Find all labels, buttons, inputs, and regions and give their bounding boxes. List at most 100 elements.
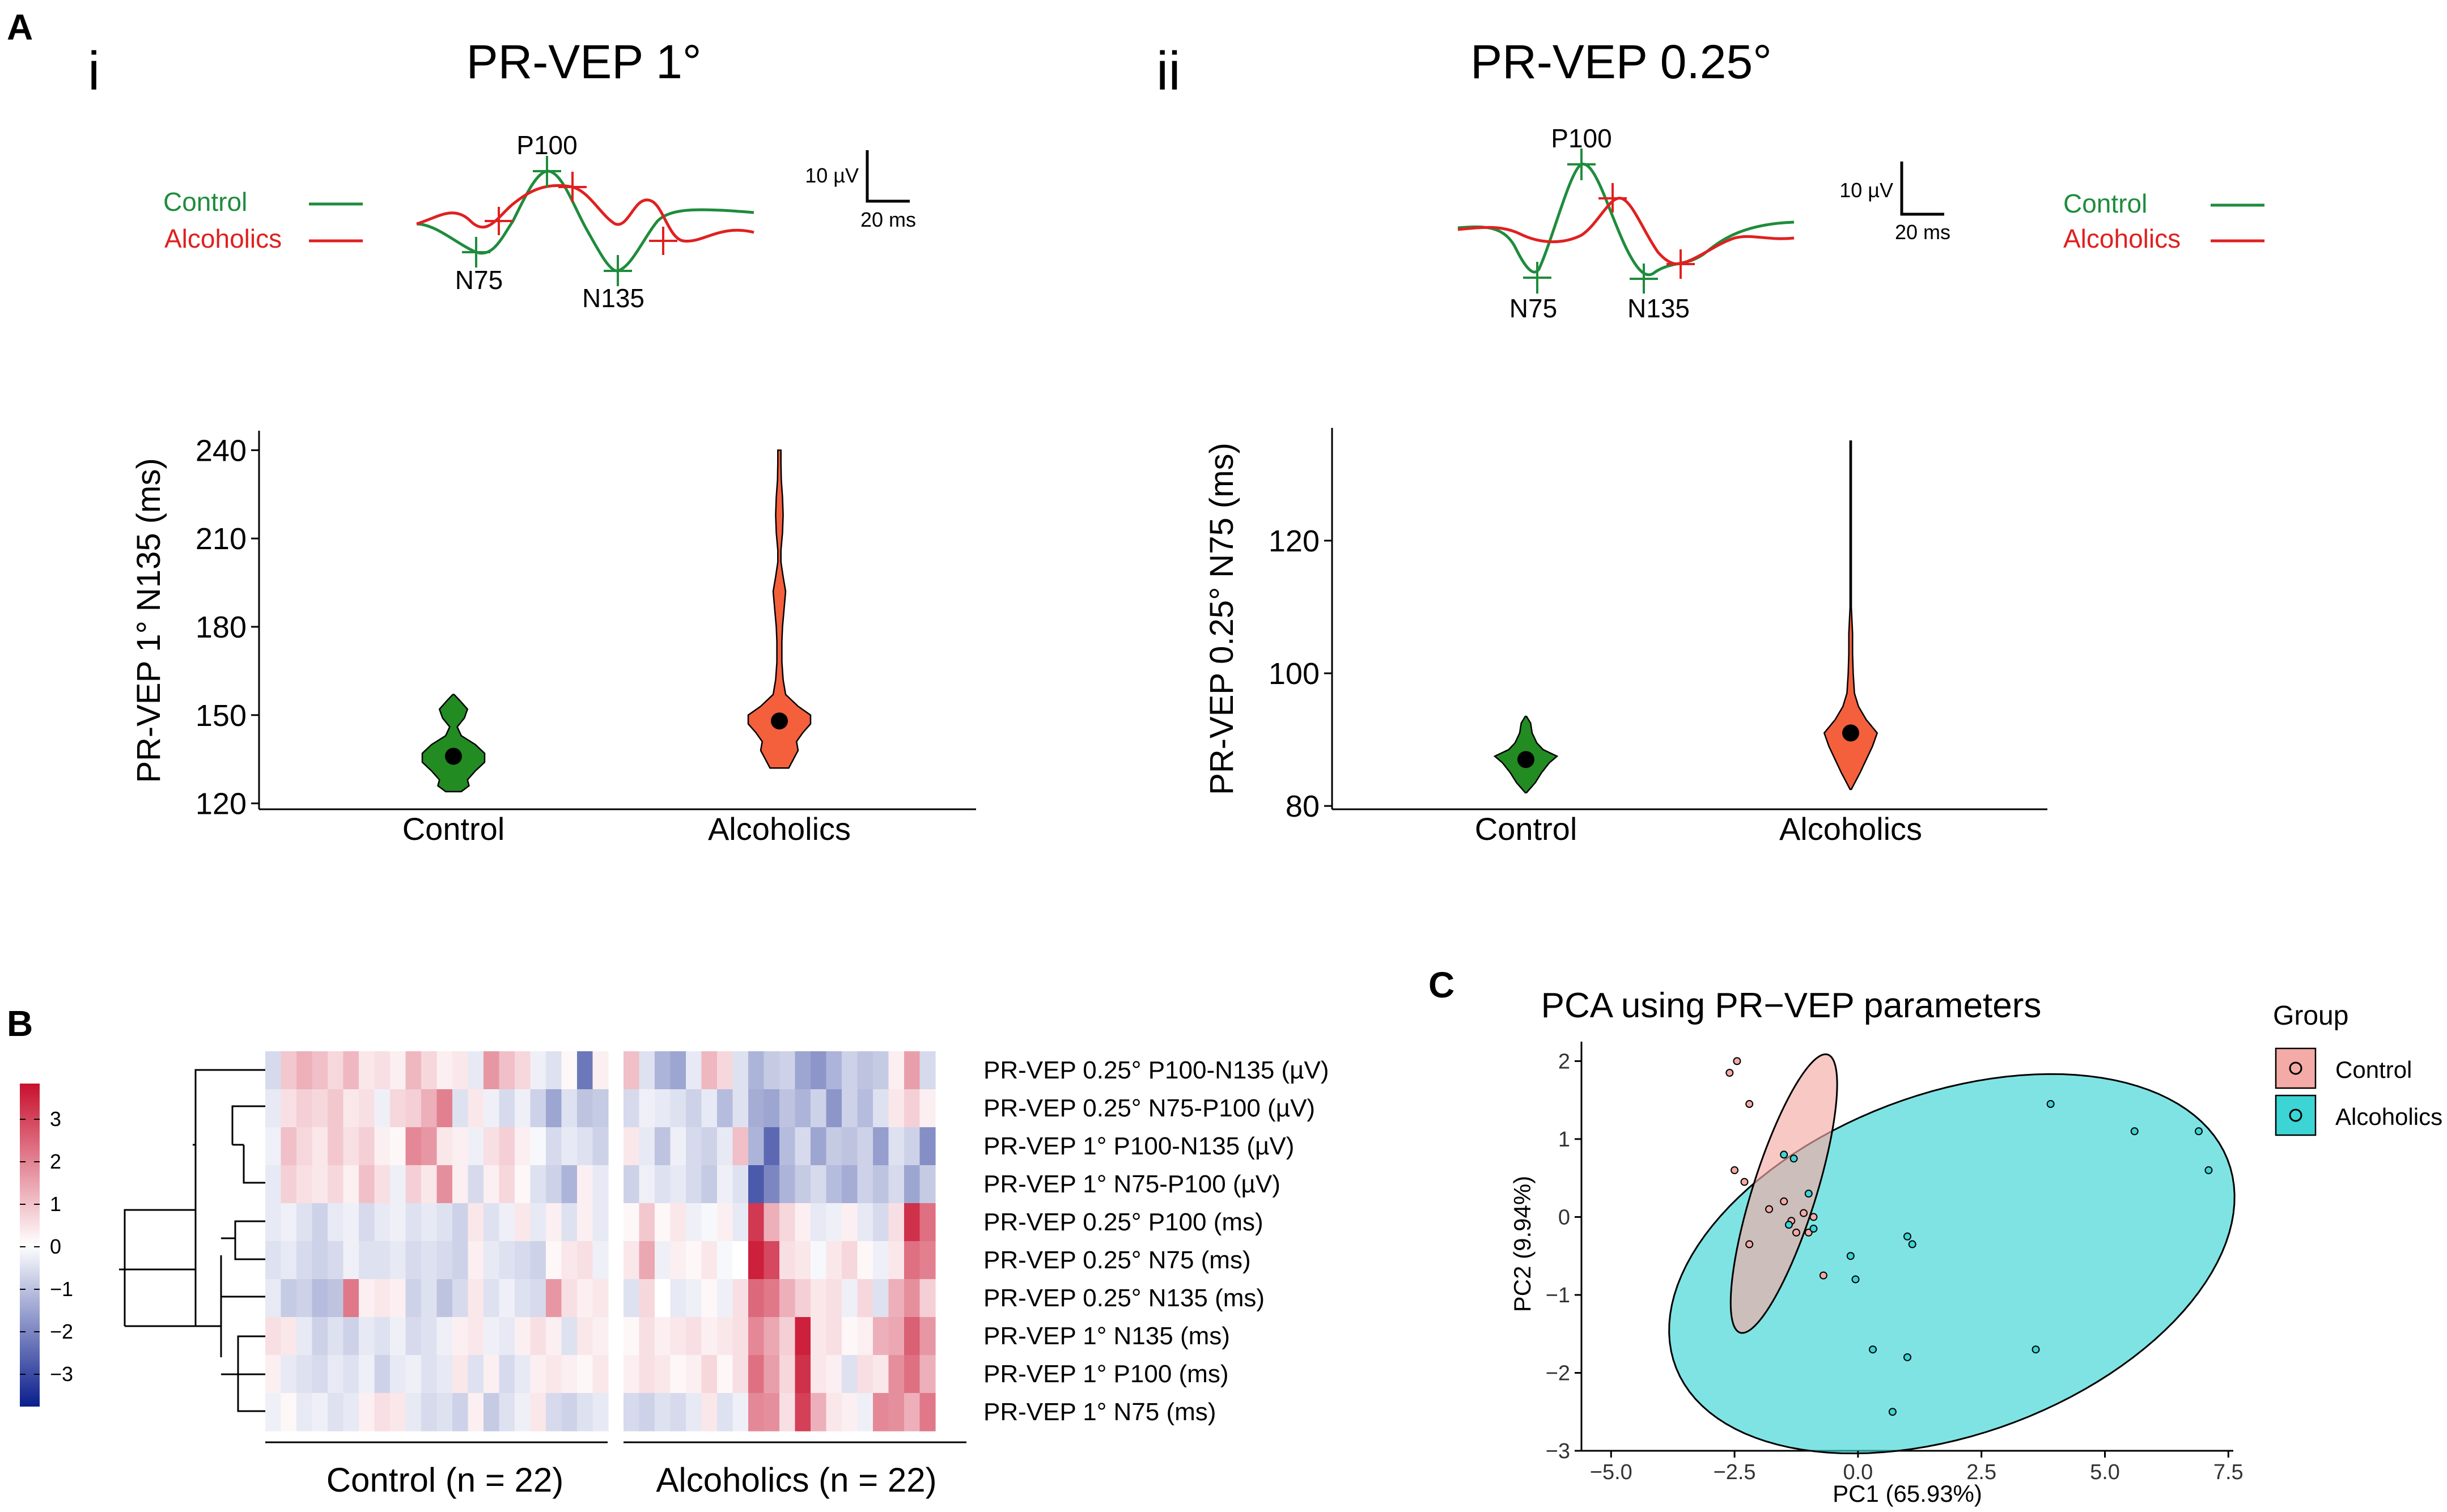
heatmap-cell (717, 1203, 733, 1242)
heatmap-cell (888, 1317, 905, 1356)
heatmap-cell (515, 1241, 531, 1280)
heatmap-cell (686, 1203, 702, 1242)
heatmap-row-label: PR-VEP 0.25° P100 (ms) (983, 1208, 1263, 1236)
heatmap-cell (795, 1393, 811, 1432)
heatmap-cell (655, 1051, 671, 1090)
heatmap-cell (639, 1051, 655, 1090)
heatmap-cell (795, 1241, 811, 1280)
heatmap-cell (686, 1317, 702, 1356)
heatmap-cell (592, 1393, 609, 1432)
colorbar-tick-label: 1 (50, 1192, 61, 1216)
heatmap-cell (873, 1165, 889, 1204)
heatmap-cell (515, 1317, 531, 1356)
mean-point-control (1517, 751, 1534, 768)
heatmap-cell (764, 1165, 780, 1204)
heatmap-cell (904, 1203, 921, 1242)
heatmap-cell (826, 1203, 842, 1242)
heatmap-cell (811, 1051, 827, 1090)
heatmap-cell (811, 1203, 827, 1242)
heatmap-cell (686, 1241, 702, 1280)
heatmap-cell (421, 1203, 438, 1242)
heatmap-cell (281, 1317, 297, 1356)
heatmap-cell (405, 1279, 422, 1318)
heatmap-cell (732, 1051, 749, 1090)
heatmap-cell (328, 1279, 344, 1318)
y-tick-label: 120 (196, 787, 247, 821)
heatmap-cell (732, 1393, 749, 1432)
heatmap-cell (530, 1165, 546, 1204)
heatmap-cell (779, 1355, 796, 1394)
heatmap-cell (343, 1127, 359, 1166)
heatmap-cell (312, 1355, 328, 1394)
y-tick-label: 0 (1558, 1205, 1570, 1229)
heatmap-cell (468, 1127, 484, 1166)
heatmap-cell (919, 1279, 936, 1318)
heatmap-cell (328, 1165, 344, 1204)
heatmap-cell (546, 1393, 562, 1432)
heatmap-cell (530, 1317, 546, 1356)
heatmap-cell (515, 1165, 531, 1204)
scale-amp-label: 10 µV (805, 164, 859, 187)
legend-alcoholics-label: Alcoholics (164, 224, 282, 253)
heatmap-cell (436, 1355, 453, 1394)
heatmap-cell (888, 1203, 905, 1242)
x-tick-label-alcoholics: Alcoholics (708, 811, 851, 847)
heatmap-cell (546, 1355, 562, 1394)
heatmap-cell (281, 1355, 297, 1394)
heatmap-cell (919, 1165, 936, 1204)
heatmap-cell (795, 1089, 811, 1128)
heatmap-cell (748, 1241, 765, 1280)
heatmap-cell (452, 1241, 469, 1280)
heatmap-cell (577, 1241, 593, 1280)
heatmap-cell (717, 1355, 733, 1394)
heatmap-cell (546, 1165, 562, 1204)
heatmap-cell (561, 1241, 578, 1280)
heatmap-cell (764, 1051, 780, 1090)
heatmap-cell (421, 1279, 438, 1318)
y-tick-label: 210 (196, 522, 247, 556)
heatmap-cell (764, 1203, 780, 1242)
heatmap-cell (811, 1355, 827, 1394)
heatmap-cell (748, 1203, 765, 1242)
heatmap-cell (468, 1203, 484, 1242)
violin-alcoholics (1823, 440, 1878, 791)
heatmap-cell (904, 1355, 921, 1394)
heatmap-cell (686, 1127, 702, 1166)
heatmap-cell (873, 1393, 889, 1432)
heatmap-row-label: PR-VEP 0.25° N135 (ms) (983, 1284, 1265, 1312)
heatmap-cell (452, 1203, 469, 1242)
heatmap-cell (624, 1393, 640, 1432)
y-axis-label: PR-VEP 1° N135 (ms) (130, 458, 167, 783)
heatmap-cell (701, 1317, 718, 1356)
heatmap-cell (842, 1051, 858, 1090)
heatmap-cell (732, 1355, 749, 1394)
heatmap-cell (670, 1241, 686, 1280)
heatmap-cell (732, 1203, 749, 1242)
heatmap-cell (546, 1317, 562, 1356)
heatmap-cell (779, 1051, 796, 1090)
heatmap-cell (592, 1127, 609, 1166)
heatmap-cell (592, 1089, 609, 1128)
heatmap-cell (655, 1317, 671, 1356)
heatmap-cell (328, 1089, 344, 1128)
heatmap-cell (436, 1165, 453, 1204)
panel-label-a: A (7, 7, 33, 48)
colorbar-tick-label: −2 (50, 1320, 73, 1343)
heatmap-cell (764, 1355, 780, 1394)
point-control (1733, 1057, 1741, 1065)
heatmap-cell (857, 1127, 873, 1166)
heatmap-cell (265, 1241, 282, 1280)
heatmap-cell (732, 1127, 749, 1166)
scale-bar (1900, 162, 1944, 216)
heatmap-cell (359, 1241, 375, 1280)
peak-label-n75: N75 (455, 265, 503, 295)
heatmap-cell (811, 1127, 827, 1166)
heatmap-cell (343, 1241, 359, 1280)
heatmap-cell (390, 1241, 406, 1280)
violin-plot-1deg: 120 150 180 210 240 Control Alcoholics PR-VE… (130, 431, 976, 847)
heatmap-cell (421, 1393, 438, 1432)
heatmap-cell (296, 1317, 313, 1356)
heatmap-cell (374, 1317, 391, 1356)
heatmap-cell (374, 1089, 391, 1128)
heatmap-row-label: PR-VEP 0.25° N75 (ms) (983, 1246, 1251, 1274)
